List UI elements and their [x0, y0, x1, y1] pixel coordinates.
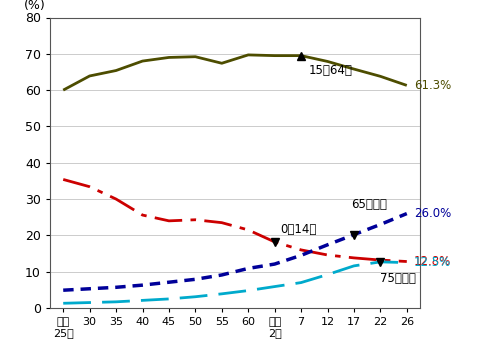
Text: 75歳以上: 75歳以上: [380, 272, 416, 286]
Text: 0～14歳: 0～14歳: [280, 223, 316, 237]
Text: 65歳以上: 65歳以上: [352, 198, 387, 211]
Text: 15～64歳: 15～64歳: [309, 64, 353, 77]
Text: 61.3%: 61.3%: [414, 79, 451, 92]
Text: 12.8%: 12.8%: [414, 255, 451, 268]
Text: (%): (%): [24, 0, 46, 12]
Text: 12.5%: 12.5%: [414, 256, 451, 269]
Text: 26.0%: 26.0%: [414, 207, 451, 220]
